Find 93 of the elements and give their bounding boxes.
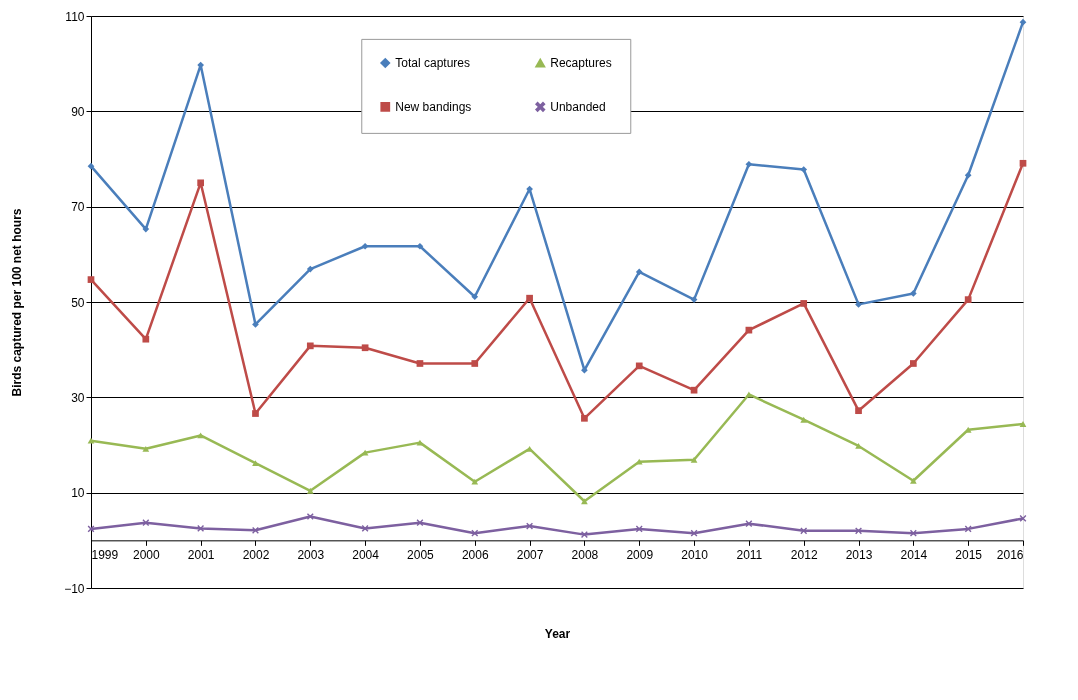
point	[635, 362, 643, 370]
point	[361, 344, 369, 352]
point	[361, 525, 369, 532]
point	[690, 456, 698, 463]
point	[1019, 421, 1027, 427]
point	[361, 242, 369, 250]
x-tick-label: 2015	[955, 547, 983, 562]
point	[87, 437, 95, 444]
point	[526, 445, 533, 452]
point	[800, 527, 808, 535]
x-tick-label: 2013	[845, 547, 873, 562]
point	[855, 443, 862, 449]
legend-label: Unbanded	[550, 99, 606, 114]
x-tick-label: 2004	[352, 547, 380, 562]
point	[855, 407, 862, 415]
point	[910, 477, 917, 484]
point	[142, 445, 150, 452]
point	[745, 520, 753, 527]
x-tick-label: 2007	[516, 547, 544, 562]
point	[142, 519, 150, 527]
point	[252, 321, 259, 328]
x-tick-label: 2003	[297, 547, 325, 562]
point	[416, 242, 424, 250]
x-tick-label: 2012	[790, 547, 818, 562]
point	[87, 162, 95, 170]
x-axis-title: Year	[544, 626, 571, 641]
point	[581, 531, 588, 538]
legend-label: New bandings	[395, 99, 472, 114]
y-tick-label: 90	[71, 104, 85, 119]
point	[471, 529, 479, 537]
point	[142, 225, 150, 233]
point	[87, 276, 95, 283]
legend-label: Total captures	[395, 55, 470, 70]
point	[855, 301, 862, 308]
y-tick-label: 50	[71, 295, 85, 310]
x-tick-label: 2002	[242, 547, 270, 562]
point	[471, 293, 479, 301]
point	[416, 519, 424, 527]
point	[800, 166, 808, 173]
point	[581, 498, 588, 505]
point	[964, 525, 972, 533]
x-tick-label: 1999	[91, 547, 119, 562]
point	[855, 527, 862, 535]
point	[690, 296, 698, 303]
x-tick-label: 2001	[187, 547, 215, 562]
point	[910, 290, 917, 297]
point	[910, 529, 917, 537]
x-tick-label: 2011	[736, 547, 763, 562]
point	[910, 360, 917, 367]
point	[964, 171, 972, 179]
point	[306, 487, 314, 494]
point	[197, 525, 204, 532]
y-tick-label: 30	[71, 390, 85, 405]
point	[690, 529, 698, 537]
point	[252, 410, 259, 417]
x-tick-label: 2009	[626, 547, 654, 562]
point	[964, 296, 972, 303]
x-tick-label: 2010	[681, 547, 709, 562]
point	[87, 525, 95, 533]
x-tick-label: 2006	[461, 547, 489, 562]
point	[526, 522, 533, 530]
point	[197, 179, 204, 187]
point	[745, 160, 753, 168]
x-tick-label: 2000	[132, 547, 160, 562]
x-tick-label: 2014	[900, 547, 928, 562]
point	[471, 360, 479, 367]
legend-label: Recaptures	[550, 56, 612, 71]
y-tick-label: 110	[65, 9, 85, 24]
point	[800, 416, 808, 423]
point	[416, 360, 424, 367]
point	[252, 526, 259, 534]
y-tick-label: 70	[71, 200, 85, 215]
point	[1019, 18, 1027, 26]
point	[1019, 515, 1027, 522]
point	[306, 342, 314, 350]
point	[635, 525, 643, 533]
point	[800, 300, 808, 307]
point	[252, 460, 259, 467]
point	[635, 268, 643, 276]
point	[1019, 159, 1027, 167]
point	[306, 265, 314, 273]
x-tick-label: 2008	[571, 547, 599, 562]
y-tick-label: −10	[64, 581, 85, 596]
point	[526, 294, 533, 302]
point	[306, 513, 314, 520]
x-tick-label: 2016	[996, 547, 1024, 562]
point	[471, 478, 479, 485]
x-tick-label: 2005	[407, 547, 435, 562]
point	[142, 335, 150, 343]
y-tick-label: 10	[71, 486, 85, 501]
y-axis-title: Birds captured per 100 net hours	[10, 208, 25, 397]
point	[690, 386, 698, 394]
point	[581, 414, 588, 422]
